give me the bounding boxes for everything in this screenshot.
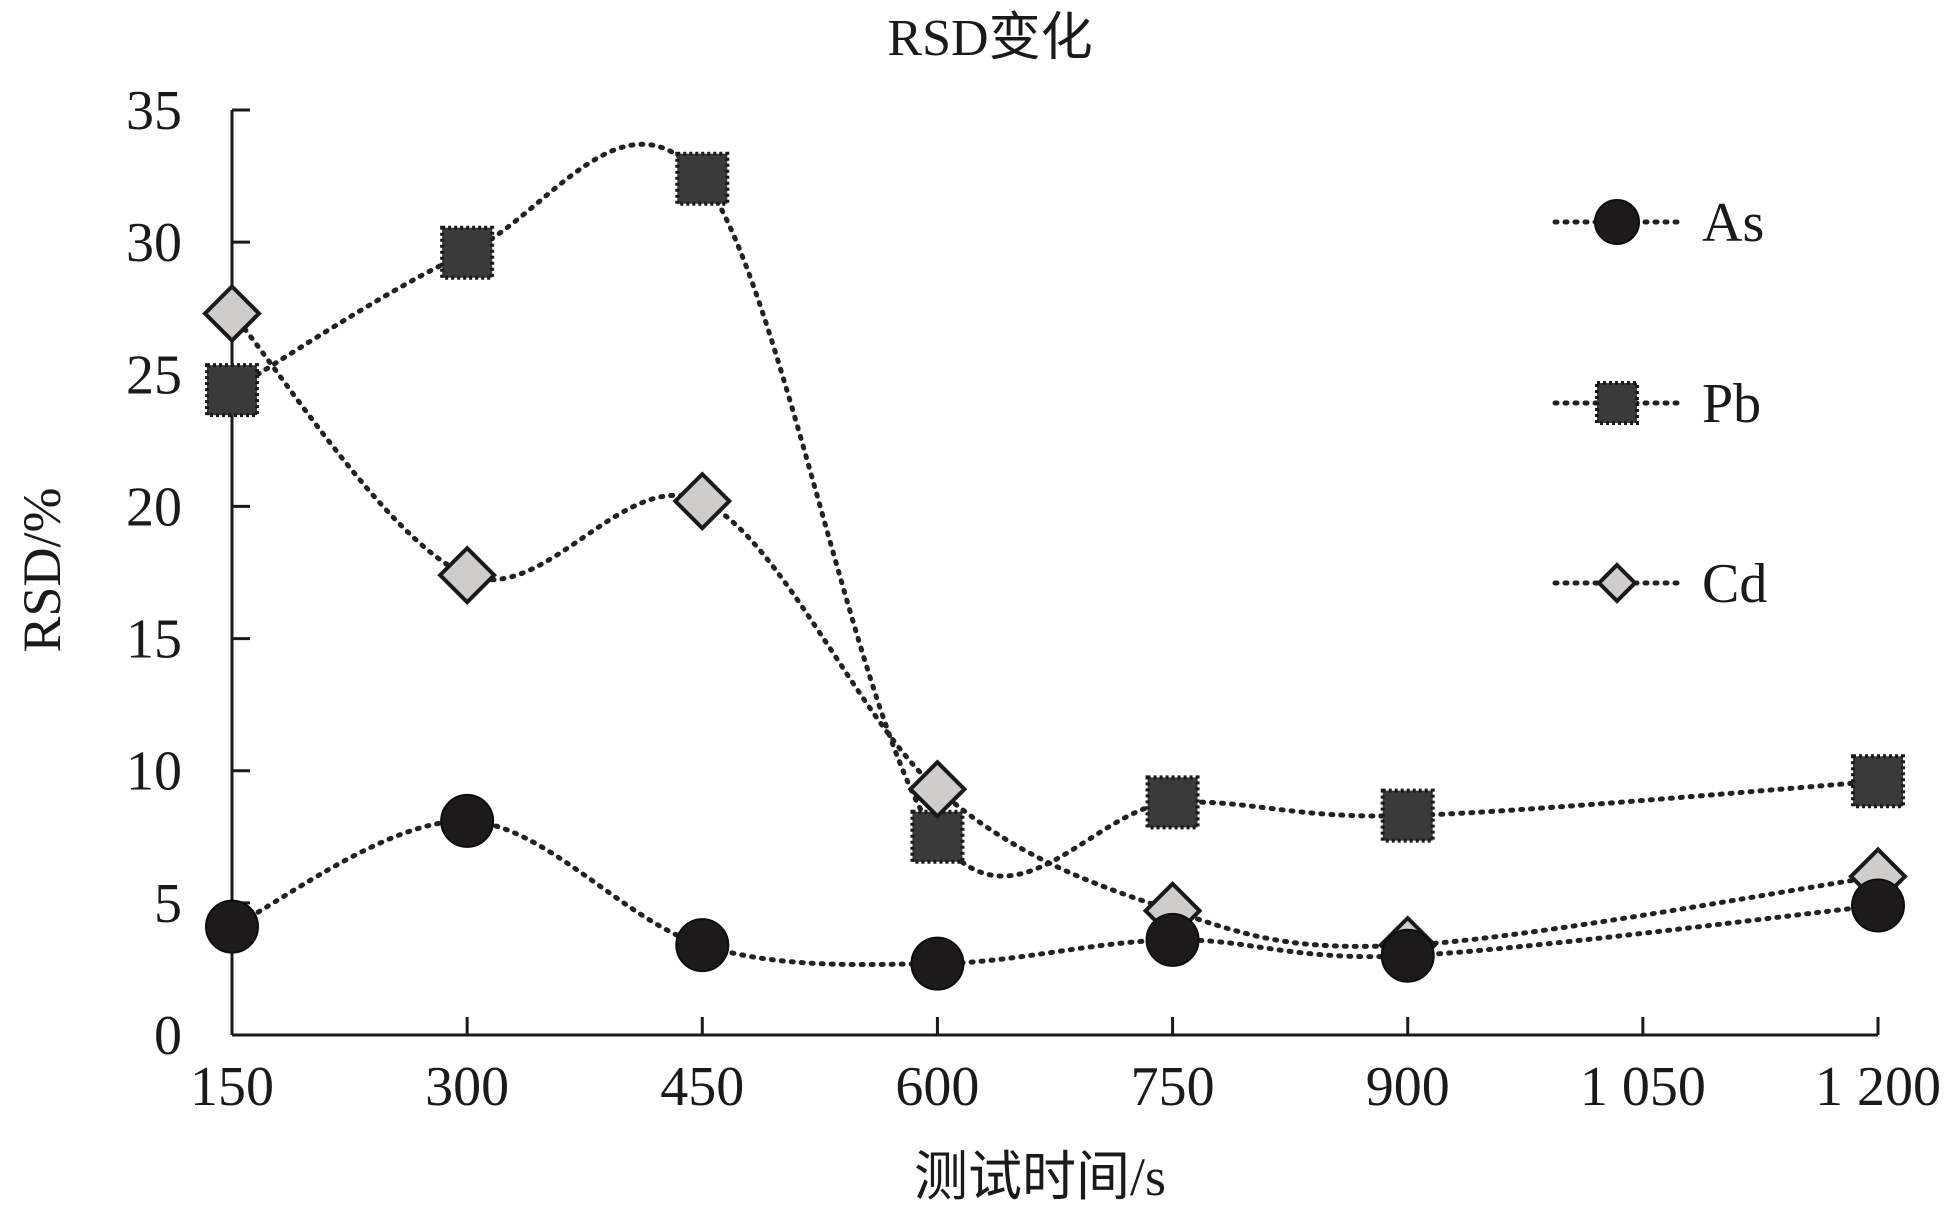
legend-item-as: As [1552,192,1764,254]
x-axis-title: 测试时间/s [914,1147,1166,1205]
y-tick-label: 5 [154,873,182,935]
data-point-cd [672,471,733,531]
x-tick-label: 600 [895,1056,979,1118]
data-point-as [440,793,495,848]
series-layer [202,141,1908,991]
legend-label: Pb [1702,373,1761,435]
x-tick-label: 150 [190,1056,274,1118]
legend: As Pb Cd [1552,192,1767,615]
series-pb [205,141,1905,879]
data-point-as [205,899,259,954]
y-axis-title: RSD/% [12,487,72,652]
data-point-pb [1380,788,1435,843]
data-point-as [675,918,730,973]
data-point-pb [1145,775,1200,830]
legend-marker [1594,199,1640,245]
y-tick-label: 35 [126,80,182,142]
legend-item-pb: Pb [1552,373,1761,435]
x-tick-label: 300 [425,1056,509,1118]
y-tick-label: 30 [126,212,182,274]
data-point-cd [202,283,262,344]
data-point-pb [440,225,495,280]
x-tick-label: 750 [1131,1056,1215,1118]
x-tick-label: 1 050 [1580,1056,1706,1118]
data-point-pb [1851,754,1905,809]
data-point-cd [437,545,497,605]
legend-label: As [1702,192,1764,254]
x-tick-label: 900 [1366,1056,1450,1118]
data-point-as [1380,928,1435,983]
legend-marker [1595,381,1639,425]
data-point-as [1145,912,1200,967]
y-tick-label: 10 [126,741,182,803]
data-point-as [1851,878,1905,933]
legend-marker [1596,562,1638,604]
y-tick-label: 25 [126,344,182,406]
series-as [205,793,1905,991]
y-tick-label: 0 [154,1005,182,1067]
y-tick-label: 15 [126,609,182,671]
series-cd [202,283,1908,975]
legend-label: Cd [1702,553,1767,615]
x-tick-label: 1 200 [1815,1056,1941,1118]
y-tick-label: 20 [126,476,182,538]
legend-item-cd: Cd [1552,553,1767,615]
data-point-as [910,936,965,991]
data-point-pb [675,151,730,206]
data-point-cd [907,759,968,820]
x-tick-label: 450 [660,1056,744,1118]
data-point-pb [910,809,965,864]
chart-title: RSD变化 [887,10,1092,67]
data-point-pb [205,363,259,418]
axes: 0 5 10 15 20 25 30 35 150 300 450 600 750 900 1 050 1 2… [126,80,1941,1118]
